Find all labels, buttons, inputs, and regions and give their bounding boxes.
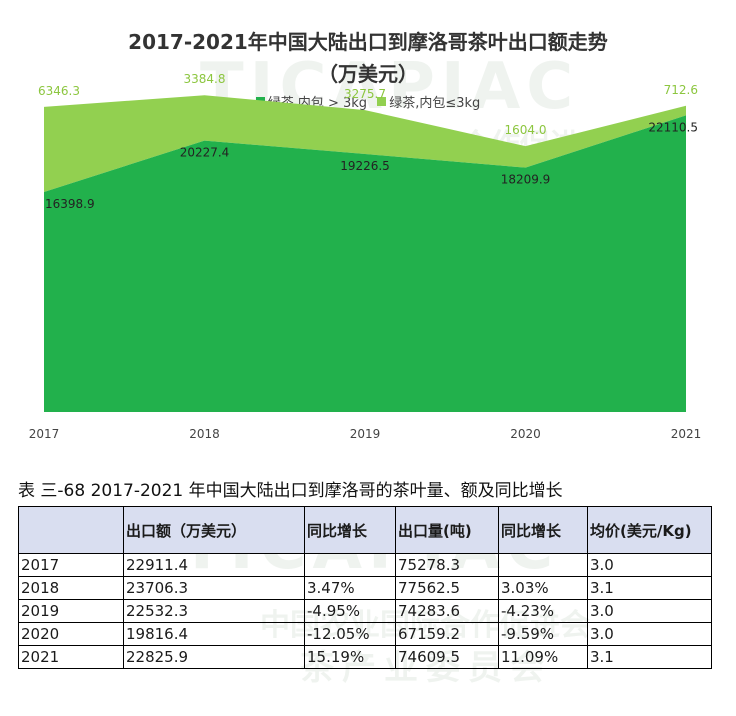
- cell-value-growth: [304, 553, 396, 577]
- cell-year: 2021: [18, 645, 124, 669]
- cell-volume-growth: [498, 553, 588, 577]
- cell-avg-price: 3.0: [587, 622, 712, 646]
- header-export-volume: 出口量(吨): [395, 506, 499, 554]
- cell-year: 2018: [18, 576, 124, 600]
- data-label-large-pack: 19226.5: [340, 159, 390, 173]
- table-row: 2019 22532.3 -4.95% 74283.6 -4.23% 3.0: [18, 599, 712, 623]
- table-row: 2021 22825.9 15.19% 74609.5 11.09% 3.1: [18, 645, 712, 669]
- data-label-small-pack: 1604.0: [505, 123, 547, 137]
- legend-label-small-pack: 绿茶,内包≤3kg: [389, 96, 481, 111]
- cell-export-value: 22911.4: [123, 553, 305, 577]
- cell-export-volume: 67159.2: [395, 622, 499, 646]
- cell-export-value: 23706.3: [123, 576, 305, 600]
- data-label-small-pack: 3384.8: [184, 72, 226, 86]
- cell-export-value: 22532.3: [123, 599, 305, 623]
- cell-volume-growth: 11.09%: [498, 645, 588, 669]
- header-export-value: 出口额（万美元）: [123, 506, 305, 554]
- data-label-large-pack: 22110.5: [648, 120, 698, 134]
- cell-volume-growth: -9.59%: [498, 622, 588, 646]
- cell-year: 2020: [18, 622, 124, 646]
- header-year: [18, 506, 124, 554]
- area-series-small-pack: [44, 95, 686, 192]
- table-row: 2018 23706.3 3.47% 77562.5 3.03% 3.1: [18, 576, 712, 600]
- cell-export-volume: 77562.5: [395, 576, 499, 600]
- cell-avg-price: 3.0: [587, 553, 712, 577]
- header-volume-growth: 同比增长: [498, 506, 588, 554]
- x-tick-label: 2021: [671, 427, 702, 441]
- cell-volume-growth: 3.03%: [498, 576, 588, 600]
- cell-avg-price: 3.1: [587, 645, 712, 669]
- cell-volume-growth: -4.23%: [498, 599, 588, 623]
- table-row: 2020 19816.4 -12.05% 67159.2 -9.59% 3.0: [18, 622, 712, 646]
- data-label-large-pack: 16398.9: [45, 197, 95, 211]
- table-row: 2017 22911.4 75278.3 3.0: [18, 553, 712, 577]
- data-label-small-pack: 712.6: [664, 83, 698, 97]
- x-tick-label: 2018: [189, 427, 220, 441]
- legend-item-small-pack: 绿茶,内包≤3kg: [377, 92, 480, 111]
- x-tick-label: 2020: [510, 427, 541, 441]
- area-series-large-pack: [44, 115, 686, 412]
- table-caption: 表 三-68 2017-2021 年中国大陆出口到摩洛哥的茶叶量、额及同比增长: [18, 481, 563, 501]
- chart-subtitle: （万美元）: [318, 62, 418, 86]
- header-value-growth: 同比增长: [304, 506, 396, 554]
- cell-avg-price: 3.0: [587, 599, 712, 623]
- data-label-large-pack: 20227.4: [180, 146, 230, 160]
- table-header-row: 出口额（万美元） 同比增长 出口量(吨) 同比增长 均价(美元/Kg): [18, 506, 712, 554]
- cell-year: 2017: [18, 553, 124, 577]
- data-label-small-pack: 6346.3: [38, 84, 80, 98]
- cell-export-volume: 74609.5: [395, 645, 499, 669]
- cell-value-growth: 3.47%: [304, 576, 396, 600]
- cell-export-volume: 74283.6: [395, 599, 499, 623]
- cell-export-volume: 75278.3: [395, 553, 499, 577]
- cell-value-growth: 15.19%: [304, 645, 396, 669]
- cell-export-value: 22825.9: [123, 645, 305, 669]
- x-tick-label: 2019: [350, 427, 381, 441]
- cell-export-value: 19816.4: [123, 622, 305, 646]
- chart-title: 2017-2021年中国大陆出口到摩洛哥茶叶出口额走势: [128, 30, 608, 54]
- cell-avg-price: 3.1: [587, 576, 712, 600]
- data-label-large-pack: 18209.9: [501, 173, 551, 187]
- header-avg-price: 均价(美元/Kg): [587, 506, 712, 554]
- export-table: 出口额（万美元） 同比增长 出口量(吨) 同比增长 均价(美元/Kg) 2017…: [18, 506, 712, 669]
- cell-year: 2019: [18, 599, 124, 623]
- cell-value-growth: -12.05%: [304, 622, 396, 646]
- area-chart: 2017 2018 2019 2020 2021 16398.9 20227.4 19226.…: [29, 72, 702, 441]
- legend-swatch-small-pack: [377, 97, 387, 106]
- data-label-small-pack: 3275.7: [344, 87, 386, 101]
- x-tick-label: 2017: [29, 427, 60, 441]
- cell-value-growth: -4.95%: [304, 599, 396, 623]
